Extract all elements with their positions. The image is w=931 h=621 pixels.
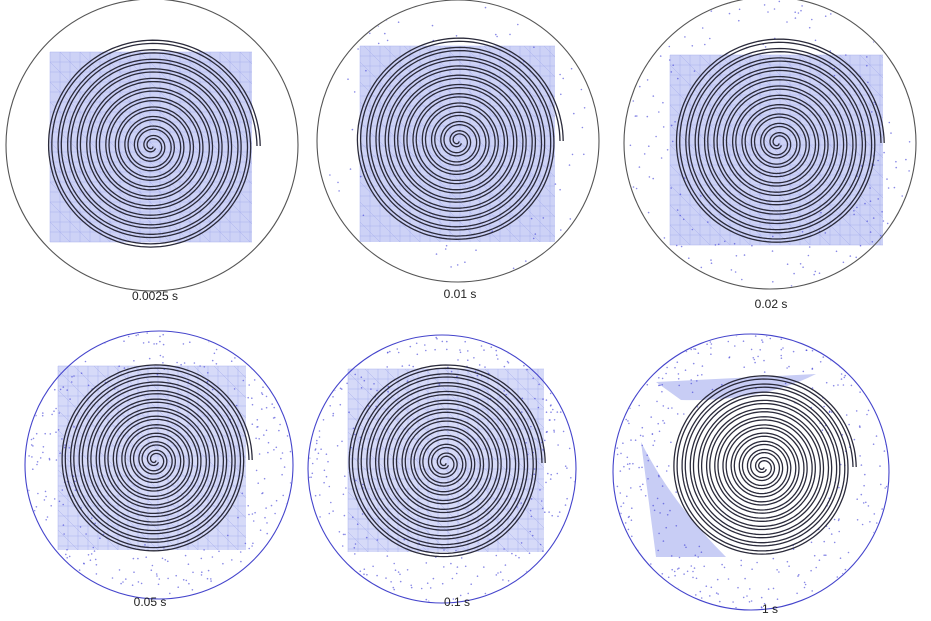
spiral-inner-edge [679,41,882,240]
spiral-inner-edge [51,42,258,245]
time-label: 1 s [761,602,779,616]
time-label: 0.0025 s [131,289,179,303]
fluid-wedge-top [656,374,816,401]
domain-boundary [307,334,577,604]
time-label: 0.01 s [443,287,477,301]
spiral-inner-edge [351,367,543,555]
simulation-panel-4 [307,334,577,604]
spiral-outer-edge [673,375,857,555]
spiral-inner-edge [64,367,250,549]
simulation-panel-3 [24,330,294,600]
domain-boundary [612,333,890,611]
spiral-outer-edge [356,37,564,240]
mesh-grid [49,51,253,243]
time-label: 0.05 s [133,595,167,609]
simulation-panel-5 [612,333,890,611]
domain-boundary [316,0,600,283]
mesh-square [670,55,883,245]
spiral-outer-edge [675,38,885,243]
domain-boundary [623,0,917,290]
fluid-wedge-bottom [641,442,726,557]
particle-scatter [616,335,888,609]
particle-scatter [629,0,911,287]
simulation-panel-0 [5,0,299,292]
time-label: 0.02 s [754,297,788,311]
domain-boundary [24,330,294,600]
simulation-panel-1 [316,0,600,283]
spiral-inner-edge [359,40,561,237]
spiral-outer-edge [47,39,261,248]
spiral-outer-edge [348,364,546,558]
domain-boundary [5,0,299,292]
time-label: 0.1 s [443,595,471,609]
spiral-inner-edge [676,378,854,552]
simulation-panel-2 [623,0,917,290]
mesh-grid [669,54,884,246]
spiral-outer-edge [61,364,253,552]
mesh-grid [57,365,247,551]
